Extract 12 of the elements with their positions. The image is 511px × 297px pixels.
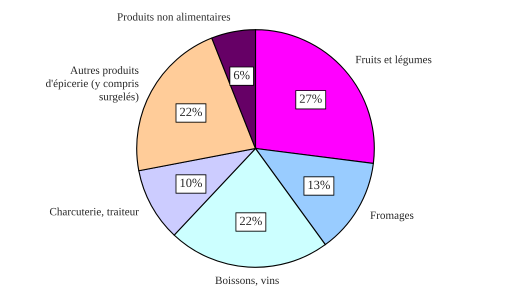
data-label: 10%: [180, 178, 202, 188]
data-label: 22%: [240, 216, 262, 226]
slice-label: Boissons, vins: [215, 276, 279, 286]
slice-label: Charcuterie, traiteur: [50, 208, 139, 217]
data-label: 22%: [180, 108, 202, 116]
slice-label: Fruits et légumes: [356, 55, 432, 66]
data-label: 27%: [300, 94, 322, 103]
data-label: 13%: [308, 180, 330, 190]
slice-label: Fromages: [370, 212, 414, 222]
slice-label: Autres produits d'épicerie (y compris surgelés): [46, 66, 138, 103]
data-label: 6%: [234, 70, 250, 80]
slice-label: Produits non alimentaires: [117, 12, 230, 21]
